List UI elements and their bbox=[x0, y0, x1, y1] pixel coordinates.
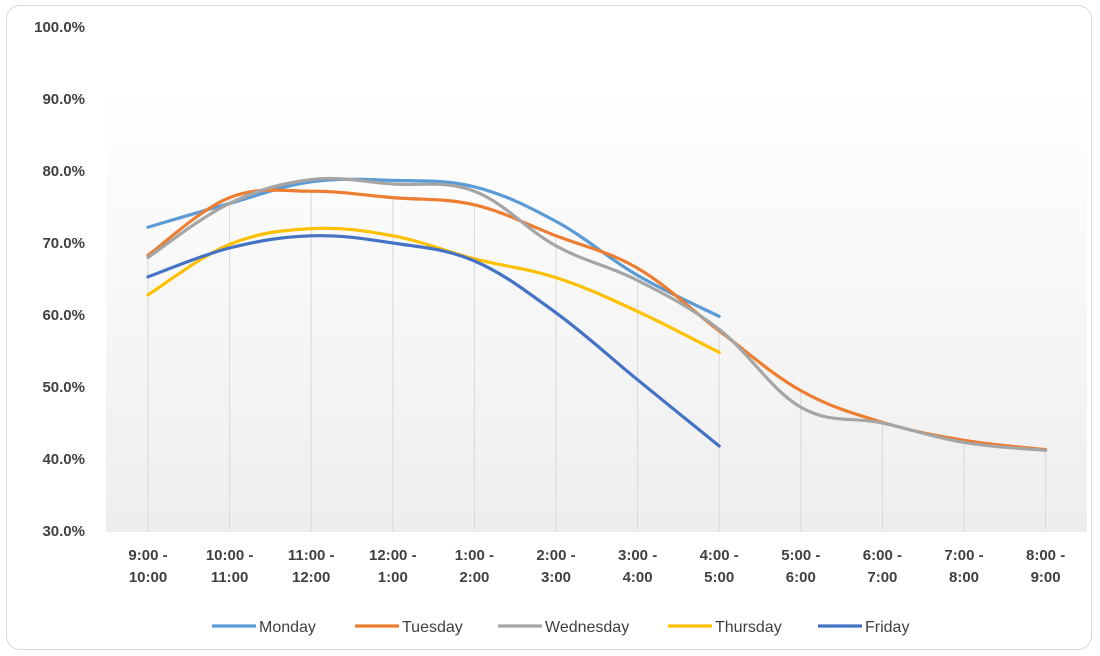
y-tick-label: 40.0% bbox=[42, 451, 85, 468]
legend-label-tuesday: Tuesday bbox=[402, 619, 463, 636]
legend-label-friday: Friday bbox=[865, 619, 909, 636]
x-tick-label: 8:00 -9:00 bbox=[1026, 547, 1065, 586]
x-tick-label: 5:00 -6:00 bbox=[781, 547, 820, 586]
x-tick-label: 6:00 -7:00 bbox=[863, 547, 902, 586]
x-tick-label: 3:00 -4:00 bbox=[618, 547, 657, 586]
x-tick-label: 9:00 -10:00 bbox=[128, 547, 167, 586]
plot-area bbox=[106, 88, 1087, 530]
y-tick-label: 60.0% bbox=[42, 307, 85, 324]
y-tick-label: 90.0% bbox=[42, 91, 85, 108]
series-line-thursday bbox=[146, 226, 721, 354]
legend-label-monday: Monday bbox=[259, 619, 316, 636]
series-line-wednesday bbox=[146, 176, 1048, 452]
x-tick-label: 4:00 -5:00 bbox=[700, 547, 739, 586]
x-tick-label: 11:00 -12:00 bbox=[288, 547, 335, 586]
y-tick-label: 50.0% bbox=[42, 379, 85, 396]
series-line-friday bbox=[146, 234, 721, 448]
y-tick-label: 70.0% bbox=[42, 235, 85, 252]
x-tick-label: 7:00 -8:00 bbox=[944, 547, 983, 586]
y-tick-label: 100.0% bbox=[34, 19, 85, 36]
x-tick-label: 12:00 -1:00 bbox=[369, 547, 417, 586]
x-tick-label: 10:00 -11:00 bbox=[206, 547, 254, 586]
y-tick-label: 80.0% bbox=[42, 163, 85, 180]
x-tick-label: 1:00 -2:00 bbox=[455, 547, 494, 586]
x-tick-label: 2:00 -3:00 bbox=[536, 547, 575, 586]
y-tick-label: 30.0% bbox=[42, 523, 85, 540]
legend-label-thursday: Thursday bbox=[715, 619, 782, 636]
legend-label-wednesday: Wednesday bbox=[545, 619, 629, 636]
